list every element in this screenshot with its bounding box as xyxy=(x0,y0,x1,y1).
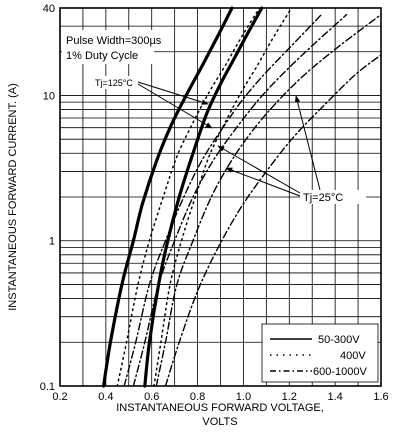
x-tick-label: 0.8 xyxy=(190,391,205,403)
x-axis-label-line1: INSTANTANEOUS FORWARD VOLTAGE, xyxy=(116,402,324,414)
curve-400v-tj125 xyxy=(116,7,261,387)
legend: 50-300V 400V 600-1000V xyxy=(261,323,379,383)
tj-hot-label: Tj=125°C xyxy=(95,78,133,88)
y-tick-label: 1 xyxy=(49,236,55,248)
x-tick-label: 1.2 xyxy=(282,391,297,403)
curve-600-1000v-tj25 xyxy=(155,13,382,387)
y-tick-label: 40 xyxy=(43,3,55,15)
tj-hot-label-bg xyxy=(92,76,138,89)
tj-hot-arrow-2 xyxy=(137,83,213,129)
curve-50-300v-tj125 xyxy=(102,6,234,388)
tj-cold-arrow-2 xyxy=(225,167,301,197)
y-tick-label: 10 xyxy=(43,90,55,102)
x-tick-label: 0.6 xyxy=(144,391,159,403)
x-tick-labels: 0.2 0.4 0.6 0.8 1.0 1.2 1.4 1.6 xyxy=(52,391,388,403)
curve-600-1000v-tj125b xyxy=(132,13,348,387)
tj-cold-arrow-1 xyxy=(217,145,301,194)
curve-600-1000v-tj25b xyxy=(164,54,382,387)
curve-50-300v-tj25 xyxy=(143,6,264,388)
conditions-line1: Pulse Width=300µs xyxy=(66,35,162,47)
legend-label-600-1000v: 600-1000V xyxy=(313,366,367,378)
x-tick-label: 1.0 xyxy=(236,391,251,403)
conditions-box xyxy=(62,30,154,64)
tj-cold-label-bg xyxy=(300,190,366,204)
legend-box xyxy=(261,323,379,383)
x-axis-label-line2: VOLTS xyxy=(202,416,237,428)
curves xyxy=(102,6,382,388)
x-tick-label: 0.2 xyxy=(52,391,67,403)
plot-frame xyxy=(59,7,382,387)
x-tick-label: 1.4 xyxy=(327,391,342,403)
x-tick-label: 0.4 xyxy=(98,391,113,403)
legend-label-50-300v: 50-300V xyxy=(318,334,360,346)
x-tick-label: 1.6 xyxy=(373,391,388,403)
y-tick-label: 0.1 xyxy=(40,381,55,393)
curve-400v-tj25 xyxy=(153,7,293,387)
y-tick-labels: 0.1 1 10 40 xyxy=(40,3,55,393)
curve-600-1000v-tj125 xyxy=(123,13,323,387)
conditions-line2: 1% Duty Cycle xyxy=(66,50,138,62)
y-axis-label: INSTANTANEOUS FORWARD CURRENT. (A) xyxy=(7,83,19,311)
tj-hot-arrow-1 xyxy=(137,81,209,105)
legend-label-400v: 400V xyxy=(340,350,366,362)
tj-cold-label: Tj=25°C xyxy=(303,192,343,204)
tj-cold-arrow-3 xyxy=(294,95,321,191)
